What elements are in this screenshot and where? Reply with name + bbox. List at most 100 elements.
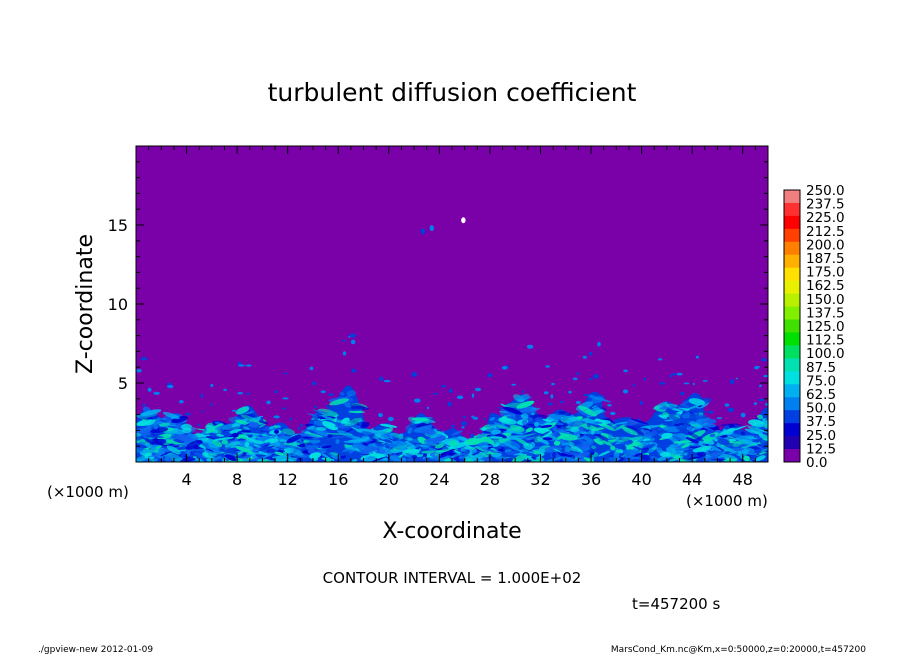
turbulence-blob [273,415,280,419]
turbulence-blob [297,427,301,430]
turbulence-streak [748,450,755,454]
turbulence-streak [274,451,284,456]
turbulence-streak [475,433,492,439]
turbulence-streak [344,403,352,408]
turbulence-blob [633,383,636,387]
colorbar-level-label: 187.5 [806,251,845,267]
turbulence-streak [405,425,414,432]
colorbar-swatch [784,384,800,398]
turbulence-streak [613,421,629,425]
turbulence-streak [471,449,477,454]
turbulence-streak [708,444,722,452]
turbulence-streak [526,427,533,433]
turbulence-streak [586,422,592,428]
turbulence-streak [378,435,385,440]
turbulence-streak [434,443,445,449]
turbulence-streak [670,405,691,413]
turbulence-blob [501,365,508,370]
turbulence-blob [238,364,245,367]
turbulence-streak [489,423,498,426]
turbulence-blob [588,378,593,380]
turbulence-streak [486,436,503,439]
turbulence-streak [703,451,720,462]
turbulence-streak [743,455,750,462]
turbulence-streak [442,436,462,444]
turbulence-streak [637,437,646,443]
turbulence-streak [248,421,259,428]
turbulence-streak [240,414,260,423]
turbulence-blob [643,377,647,381]
turbulence-streak [622,427,639,436]
turbulence-streak [186,450,191,457]
turbulence-blob [592,374,599,379]
colorbar-level-label: 125.0 [806,319,845,335]
turbulence-streak [279,439,288,443]
turbulence-streak [360,431,376,438]
colorbar-level-label: 62.5 [806,387,836,403]
turbulence-blob [441,384,446,388]
turbulence-streak [661,432,673,439]
turbulence-streak [690,424,700,427]
turbulence-streak [212,455,222,461]
colorbar-level-label: 212.5 [806,224,845,240]
y-tick-label: 15 [108,216,128,235]
colorbar-level-label: 25.0 [806,428,836,444]
colorbar-swatch [784,293,800,307]
plot-area [135,145,769,463]
turbulence-streak [170,442,192,446]
turbulence-streak [664,419,674,422]
turbulence-streak [722,454,738,461]
turbulence-streak [542,418,552,422]
turbulence-blob [260,416,264,422]
turbulence-blob [351,368,357,373]
turbulence-blob [432,392,438,395]
turbulence-blob [426,406,430,410]
turbulence-blob [727,407,735,412]
x-axis-unit-left: (×1000 m) [47,483,129,501]
turbulence-streak [182,427,192,433]
turbulence-streak [274,429,279,434]
turbulence-blob [283,372,288,375]
turbulence-streak [677,443,686,449]
turbulence-blob [724,403,730,407]
turbulence-blob [610,411,616,416]
turbulence-streak [490,429,502,435]
turbulence-streak [225,454,237,462]
turbulence-blob [560,400,564,404]
x-tick-label: 12 [278,470,298,489]
turbulence-streak [709,433,716,438]
y-axis-label: Z-coordinate [73,234,98,374]
turbulence-streak [516,400,535,409]
turbulence-blob [342,339,347,342]
turbulence-blob [669,374,673,378]
turbulence-blob [461,217,466,224]
turbulence-streak [369,441,383,444]
turbulence-blob [576,372,580,375]
turbulence-blob [201,410,204,413]
turbulence-streak [534,435,543,443]
turbulence-streak [311,413,318,417]
colorbar-swatch [784,423,800,437]
colorbar-swatch [784,306,800,320]
turbulence-streak [172,452,180,460]
turbulence-streak [741,442,761,449]
turbulence-streak [244,423,250,427]
turbulence-streak [192,456,197,459]
turbulence-streak [506,435,526,440]
turbulence-streak [564,446,571,453]
turbulence-streak [415,447,420,450]
turbulence-blob [761,358,767,362]
turbulence-blob [246,392,250,396]
turbulence-streak [235,419,250,425]
turbulence-streak [197,443,218,450]
turbulence-blob [547,402,553,406]
turbulence-streak [503,406,522,415]
turbulence-streak [674,433,687,440]
footer-right: MarsCond_Km.nc@Km,x=0:50000,z=0:20000,t=… [611,645,866,654]
turbulence-streak [598,438,617,441]
turbulence-streak [166,445,181,455]
colorbar-level-label: 37.5 [806,414,836,430]
turbulence-streak [641,427,653,433]
x-tick-label: 40 [631,470,651,489]
turbulence-streak [218,449,239,455]
